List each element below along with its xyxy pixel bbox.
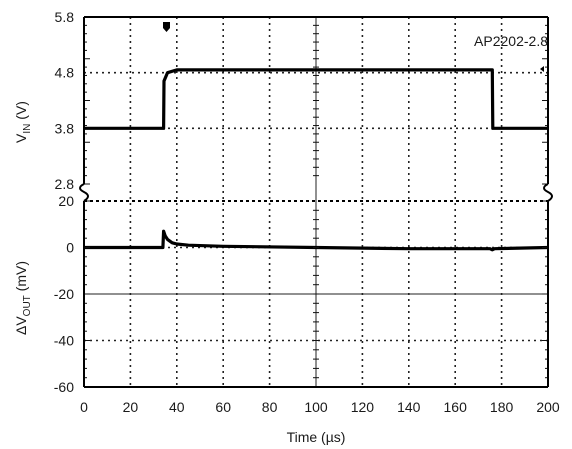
y-tick-label: 20	[58, 193, 74, 209]
x-tick-label: 20	[123, 399, 139, 415]
y-tick-label: 2.8	[55, 176, 75, 192]
grid-layer	[84, 17, 548, 387]
y-axis-label-bottom-sub: OUT	[22, 295, 33, 316]
dvout-trace	[84, 229, 549, 252]
y-tick-label: 0	[66, 240, 74, 256]
x-tick-label: 80	[262, 399, 278, 415]
vin-trace	[84, 68, 548, 130]
y-tick-label: 5.8	[55, 9, 75, 25]
axis-break-icon	[543, 183, 553, 202]
y-axis-label-bottom: ΔVOUT (mV)	[13, 261, 33, 335]
x-tick-label: 120	[351, 399, 375, 415]
y-axis-label-top-base: V	[13, 133, 29, 143]
axis-break-icon	[79, 183, 89, 202]
y-axis-label-bottom-unit: (mV)	[13, 261, 29, 295]
x-tick-label: 180	[490, 399, 514, 415]
x-axis-label: Time (µs)	[287, 429, 346, 445]
trigger-marker-icon	[163, 22, 170, 32]
y-axis-label-top: VIN (V)	[13, 101, 33, 143]
y-tick-label: -60	[54, 379, 74, 395]
x-tick-label: 160	[444, 399, 468, 415]
frame-layer	[79, 16, 553, 388]
x-tick-label: 100	[304, 399, 328, 415]
y-axis-label-top-unit: (V)	[13, 101, 29, 124]
y-tick-label: 4.8	[55, 65, 75, 81]
x-tick-label: 60	[215, 399, 231, 415]
y-tick-label: 3.8	[55, 120, 75, 136]
y-tick-label: -40	[54, 333, 74, 349]
x-tick-label: 200	[536, 399, 560, 415]
y-axis-label-top-sub: IN	[22, 124, 33, 134]
x-tick-label: 40	[169, 399, 185, 415]
y-tick-label: -20	[54, 286, 74, 302]
text-layer: AP2202-2.8 Time (µs) VIN (V) ΔVOUT (mV) …	[13, 9, 560, 445]
annotation-label: AP2202-2.8	[474, 33, 548, 49]
x-tick-label: 140	[397, 399, 421, 415]
series-layer	[84, 68, 549, 252]
level-marker-icon	[540, 66, 544, 72]
x-tick-label: 0	[80, 399, 88, 415]
y-axis-label-bottom-base: ΔV	[13, 316, 29, 335]
